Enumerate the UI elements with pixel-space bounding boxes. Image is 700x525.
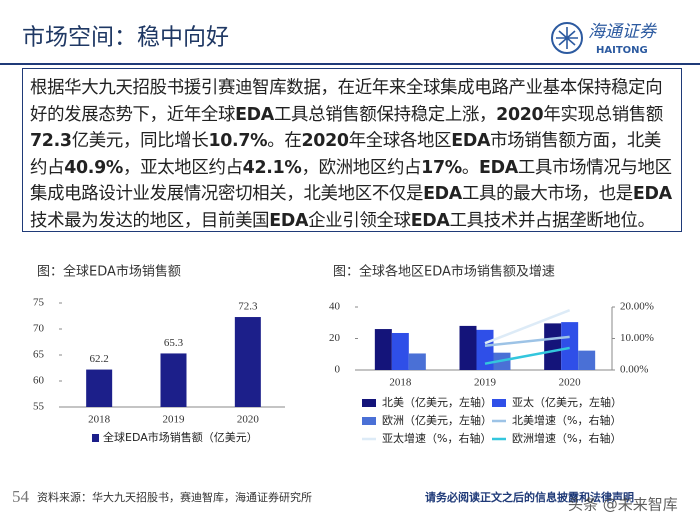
legend-swatch	[362, 417, 376, 425]
text-segment: EDA	[478, 157, 518, 178]
text-segment: 42.1%	[242, 157, 302, 178]
text-segment: 2020	[301, 131, 349, 152]
text-segment: 工具技术并占据垄断地位。	[449, 210, 655, 231]
legend-label: 欧洲（亿美元，左轴）	[382, 413, 492, 427]
y-tick-label: 65	[33, 349, 45, 361]
legend-label: 全球EDA市场销售额（亿美元）	[103, 430, 258, 444]
text-segment: 年实现总销售额	[543, 104, 663, 125]
data-label: 65.3	[164, 337, 184, 349]
y-tick-label: 0	[335, 364, 341, 376]
bar	[578, 350, 596, 370]
watermark: 头条 @未来智库	[568, 496, 678, 514]
bar	[160, 353, 187, 407]
text-segment: EDA	[235, 104, 274, 125]
legend-label: 亚太增速（%，右轴）	[382, 431, 491, 445]
bar	[374, 329, 392, 370]
logo-cn: 海通证券	[588, 22, 658, 42]
chart-title: 图：全球各地区EDA市场销售额及增速	[333, 264, 555, 280]
text-segment: 市场销售额方面，北美约占	[30, 131, 662, 178]
text-segment: 工具的最大市场，也是	[461, 184, 633, 205]
bar	[408, 353, 426, 370]
legend-label: 北美增速（%，右轴）	[512, 413, 621, 427]
text-segment: 技术最为发达的地区，目前美国	[30, 210, 270, 231]
text-segment: 亿美元，同比增长	[71, 131, 209, 152]
y-tick-label: 60	[33, 375, 45, 387]
line	[484, 346, 570, 365]
legend-swatch	[362, 399, 376, 407]
legend-swatch	[492, 399, 506, 407]
text-segment: ，欧洲地区约占	[301, 157, 422, 178]
text-segment: ，亚太地区约占	[123, 157, 243, 178]
line	[484, 308, 571, 345]
text-segment: 2020	[496, 104, 544, 125]
legend-label: 亚太（亿美元，左轴）	[512, 395, 622, 409]
y-tick-label: 55	[33, 401, 45, 413]
y2-tick-label: 0.00%	[620, 364, 648, 376]
text-segment: EDA	[632, 184, 672, 205]
text-segment: EDA	[423, 184, 462, 205]
x-tick-label: 2020	[237, 414, 260, 426]
bar	[476, 329, 494, 370]
bar	[544, 323, 562, 370]
slide-title: 市场空间：稳中向好	[22, 25, 229, 51]
data-label: 62.2	[90, 353, 109, 365]
chart-title: 图：全球EDA市场销售额	[37, 264, 181, 280]
x-tick-label: 2019	[163, 414, 186, 426]
text-segment: 年全球各地区	[348, 131, 452, 152]
y2-tick-label: 20.00%	[620, 301, 654, 313]
text-segment: EDA	[410, 210, 450, 231]
text-segment: EDA	[451, 131, 491, 152]
bar	[459, 325, 477, 370]
text-segment: EDA	[269, 210, 309, 231]
logo: 海通证券 HAITONG	[551, 22, 658, 56]
source: 资料来源：华大九天招股书，赛迪智库，海通证券研究所	[37, 490, 312, 504]
text-segment: 企业引领全球	[308, 210, 411, 231]
legend-swatch	[92, 434, 99, 442]
x-tick-label: 2018	[389, 377, 412, 389]
y2-tick-label: 10.00%	[620, 332, 654, 344]
text-segment: 工具总销售额保持稳定上涨，	[273, 104, 497, 125]
line	[484, 335, 570, 347]
legend-label: 北美（亿美元，左轴）	[382, 395, 492, 409]
x-tick-label: 2019	[474, 377, 497, 389]
bar	[561, 322, 579, 370]
text-segment: 72.3	[30, 131, 72, 152]
y-tick-label: 20	[329, 332, 341, 344]
logo-en: HAITONG	[596, 45, 648, 56]
text-segment: 根据华大九天招股书援引赛迪智库数据，在近年来全球集成电路产业基本保持稳定向好的发…	[30, 78, 663, 125]
text-segment: 10.7%	[208, 131, 268, 152]
summary-text: 根据华大九天招股书援引赛迪智库数据，在近年来全球集成电路产业基本保持稳定向好的发…	[22, 68, 682, 232]
page-number: 54	[12, 487, 30, 506]
bar	[391, 332, 409, 370]
x-tick-label: 2018	[88, 414, 111, 426]
y-tick-label: 40	[329, 301, 341, 313]
footer-note: 请务必阅读正文之后的信息披露和法律声明	[425, 490, 634, 504]
data-label: 72.3	[238, 301, 258, 313]
text-segment: 。	[461, 157, 479, 178]
text-segment: 17%	[421, 157, 462, 178]
text-segment: 工具市场情况与地区集成电路设计业发展情况密切相关，北美地区不仅是	[30, 157, 672, 205]
bar	[86, 369, 113, 407]
y-tick-label: 75	[33, 297, 45, 309]
bar	[234, 317, 261, 407]
text-segment: 40.9%	[64, 157, 124, 178]
y-tick-label: 70	[33, 323, 45, 335]
x-tick-label: 2020	[559, 377, 582, 389]
legend-label: 欧洲增速（%，右轴）	[512, 431, 621, 445]
text-segment: 。在	[267, 131, 302, 152]
